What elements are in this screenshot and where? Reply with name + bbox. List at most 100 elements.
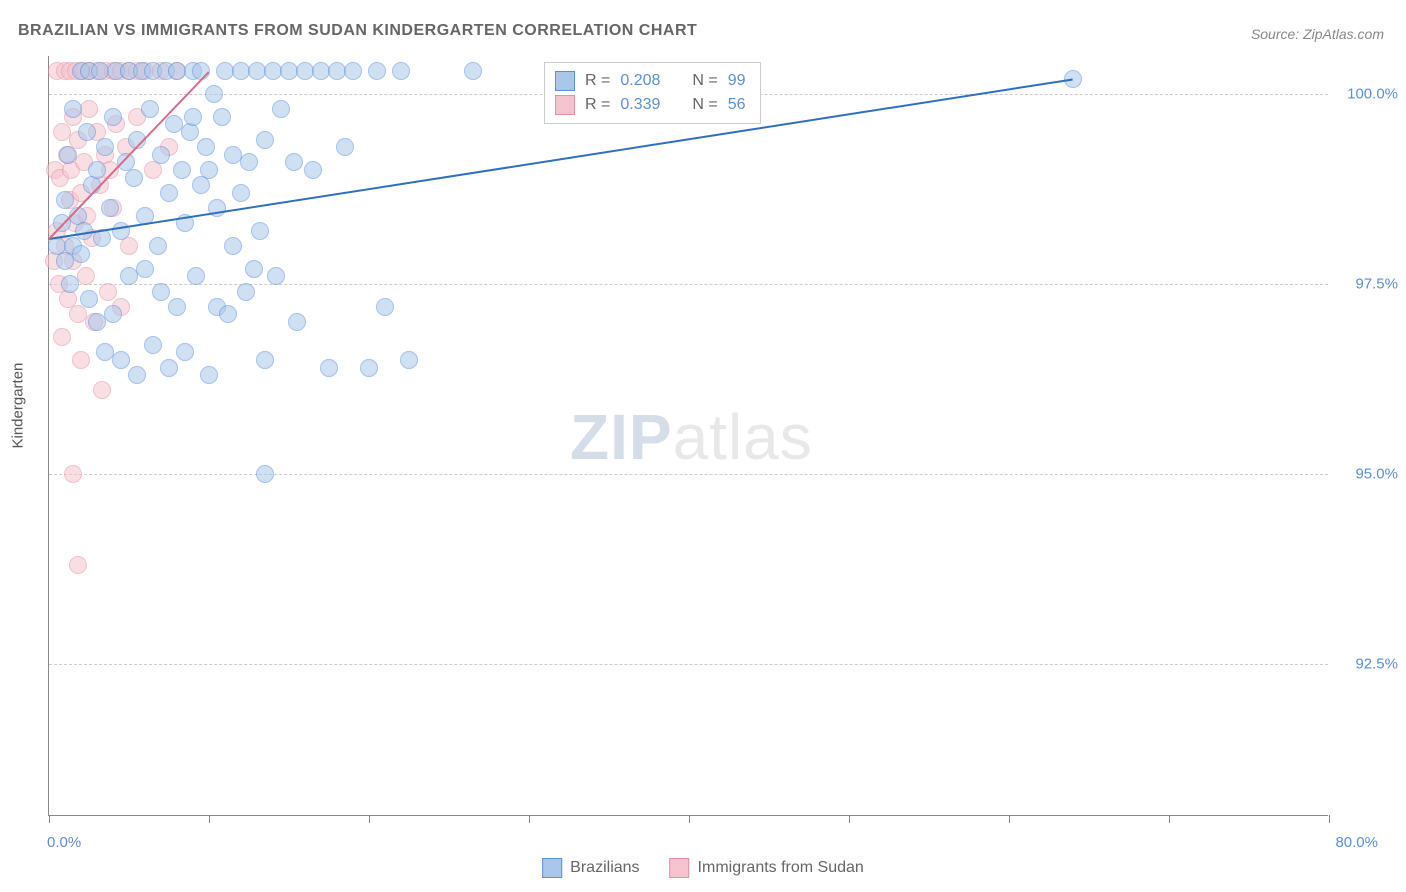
y-tick-label: 97.5% <box>1355 276 1398 293</box>
scatter-point <box>197 138 215 156</box>
scatter-point <box>251 222 269 240</box>
legend-n-label: N = <box>692 96 717 114</box>
legend-n-value: 56 <box>728 96 746 114</box>
scatter-point <box>104 305 122 323</box>
scatter-point <box>344 62 362 80</box>
scatter-point <box>256 465 274 483</box>
legend-r-value: 0.339 <box>620 96 660 114</box>
legend-bottom-item: Immigrants from Sudan <box>670 858 864 878</box>
scatter-point <box>104 108 122 126</box>
scatter-point <box>219 305 237 323</box>
scatter-point <box>144 336 162 354</box>
scatter-point <box>99 283 117 301</box>
scatter-point <box>245 260 263 278</box>
scatter-point <box>120 237 138 255</box>
y-tick-label: 92.5% <box>1355 656 1398 673</box>
legend-bottom: Brazilians Immigrants from Sudan <box>542 858 864 878</box>
x-tick <box>1169 815 1170 823</box>
scatter-point <box>141 100 159 118</box>
scatter-point <box>160 184 178 202</box>
x-tick <box>849 815 850 823</box>
scatter-point <box>112 351 130 369</box>
legend-series-name: Brazilians <box>570 859 639 877</box>
scatter-point <box>64 465 82 483</box>
scatter-point <box>56 191 74 209</box>
legend-row: R = 0.339 N = 56 <box>555 93 746 117</box>
scatter-point <box>240 153 258 171</box>
scatter-point <box>464 62 482 80</box>
x-label-left: 0.0% <box>47 834 81 851</box>
x-tick <box>1329 815 1330 823</box>
legend-r-label: R = <box>585 96 610 114</box>
scatter-point <box>320 359 338 377</box>
scatter-point <box>288 313 306 331</box>
scatter-point <box>78 123 96 141</box>
grid-line <box>49 664 1328 665</box>
scatter-point <box>272 100 290 118</box>
scatter-point <box>112 222 130 240</box>
x-tick <box>1009 815 1010 823</box>
legend-r-value: 0.208 <box>620 72 660 90</box>
y-tick-label: 95.0% <box>1355 466 1398 483</box>
scatter-point <box>256 351 274 369</box>
scatter-point <box>61 275 79 293</box>
legend-swatch <box>670 858 690 878</box>
scatter-point <box>376 298 394 316</box>
scatter-point <box>237 283 255 301</box>
scatter-point <box>125 169 143 187</box>
scatter-point <box>360 359 378 377</box>
legend-n-label: N = <box>692 72 717 90</box>
scatter-point <box>80 290 98 308</box>
scatter-point <box>267 267 285 285</box>
scatter-point <box>101 199 119 217</box>
chart-title: BRAZILIAN VS IMMIGRANTS FROM SUDAN KINDE… <box>18 22 697 40</box>
legend-bottom-item: Brazilians <box>542 858 639 878</box>
x-tick <box>689 815 690 823</box>
x-tick <box>49 815 50 823</box>
scatter-point <box>152 283 170 301</box>
scatter-point <box>96 138 114 156</box>
x-tick <box>369 815 370 823</box>
scatter-point <box>368 62 386 80</box>
legend-series-name: Immigrants from Sudan <box>698 859 864 877</box>
scatter-point <box>72 351 90 369</box>
scatter-point <box>181 123 199 141</box>
source-label: Source: ZipAtlas.com <box>1251 26 1384 42</box>
scatter-point <box>400 351 418 369</box>
scatter-point <box>88 161 106 179</box>
scatter-point <box>64 100 82 118</box>
scatter-point <box>285 153 303 171</box>
scatter-point <box>173 161 191 179</box>
scatter-point <box>176 343 194 361</box>
scatter-point <box>187 267 205 285</box>
scatter-point <box>152 146 170 164</box>
scatter-point <box>53 328 71 346</box>
plot-area: 100.0%97.5%95.0%92.5%0.0%80.0% <box>48 56 1328 816</box>
scatter-point <box>200 366 218 384</box>
scatter-point <box>69 556 87 574</box>
legend-n-value: 99 <box>728 72 746 90</box>
scatter-point <box>232 184 250 202</box>
scatter-point <box>224 237 242 255</box>
scatter-point <box>184 108 202 126</box>
legend-r-label: R = <box>585 72 610 90</box>
scatter-point <box>168 298 186 316</box>
x-tick <box>529 815 530 823</box>
x-label-right: 80.0% <box>1335 834 1378 851</box>
scatter-point <box>80 100 98 118</box>
scatter-point <box>200 161 218 179</box>
scatter-point <box>77 267 95 285</box>
scatter-point <box>256 131 274 149</box>
scatter-point <box>72 245 90 263</box>
scatter-point <box>160 359 178 377</box>
scatter-point <box>93 381 111 399</box>
scatter-point <box>392 62 410 80</box>
x-tick <box>209 815 210 823</box>
scatter-point <box>59 146 77 164</box>
scatter-point <box>336 138 354 156</box>
y-tick-label: 100.0% <box>1347 86 1398 103</box>
scatter-point <box>128 366 146 384</box>
scatter-point <box>213 108 231 126</box>
grid-line <box>49 474 1328 475</box>
scatter-point <box>304 161 322 179</box>
